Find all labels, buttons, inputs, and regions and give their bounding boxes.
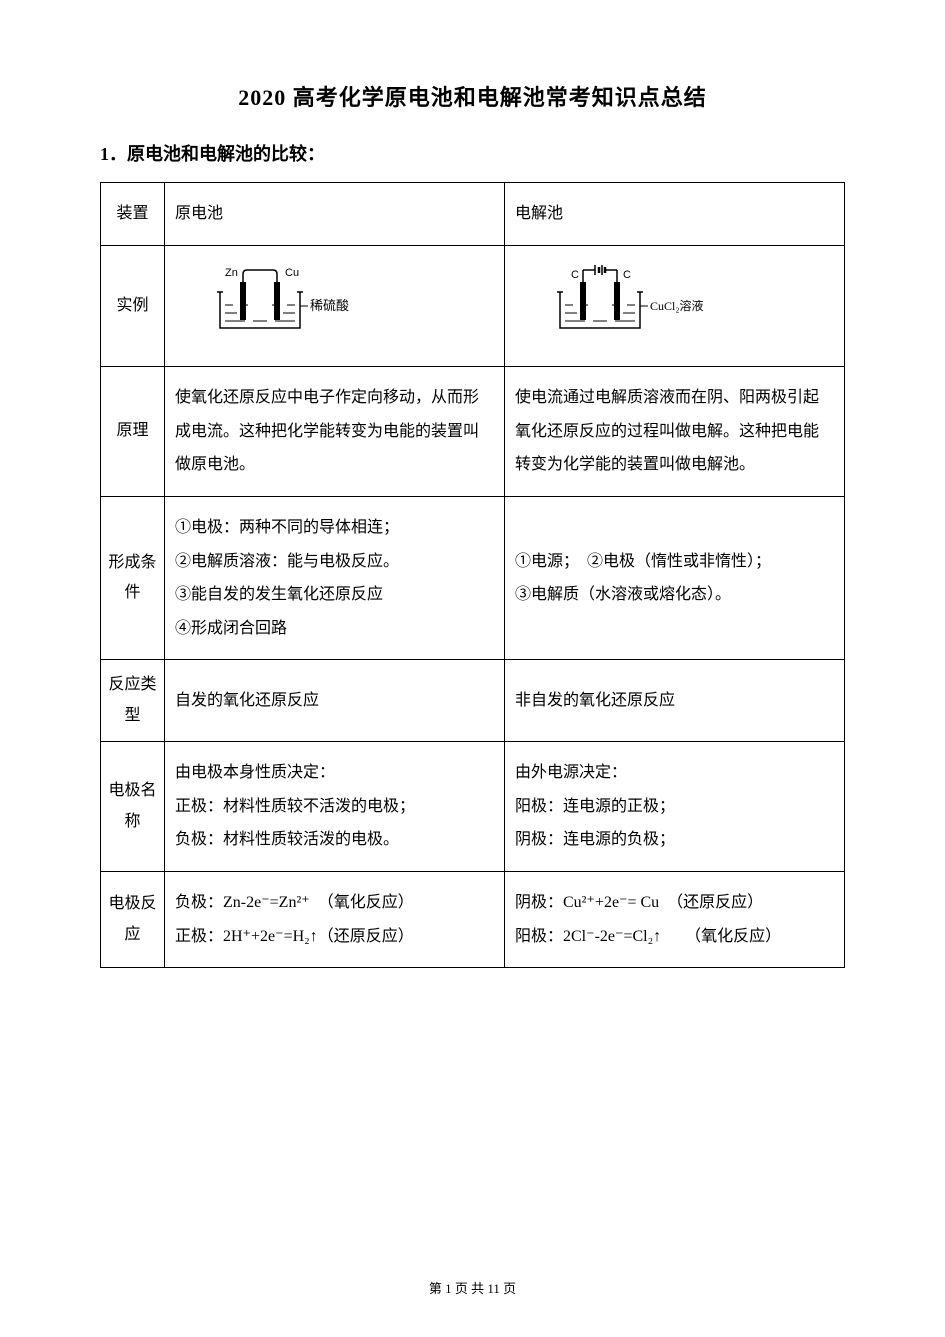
header-galvanic: 原电池: [165, 183, 505, 246]
label-reaction-type: 反应类型: [101, 660, 165, 742]
electrolytic-diagram-cell: C C CuCl₂溶液: [505, 245, 845, 367]
label-electrode-name: 电极名称: [101, 742, 165, 872]
page-footer: 第 1 页 共 11 页: [0, 1278, 945, 1297]
label-conditions: 形成条件: [101, 496, 165, 659]
table-row-reaction-type: 反应类型 自发的氧化还原反应 非自发的氧化还原反应: [101, 660, 845, 742]
reaction-type-galvanic: 自发的氧化还原反应: [165, 660, 505, 742]
comparison-table: 装置 原电池 电解池 实例: [100, 182, 845, 968]
electrolytic-cell-diagram: C C CuCl₂溶液: [515, 260, 735, 340]
label-principle: 原理: [101, 367, 165, 497]
cu-label: Cu: [285, 267, 299, 279]
electrode-reaction-electrolytic: 阴极：Cu²⁺+2e⁻= Cu （还原反应）阳极：2Cl⁻-2e⁻=Cl₂↑ （…: [505, 871, 845, 967]
footer-middle: 页 共: [452, 1281, 488, 1296]
electrode-name-galvanic: 由电极本身性质决定：正极：材料性质较不活泼的电极；负极：材料性质较活泼的电极。: [165, 742, 505, 872]
header-device: 装置: [101, 183, 165, 246]
conditions-galvanic: ①电极：两种不同的导体相连；②电解质溶液：能与电极反应。③能自发的发生氧化还原反…: [165, 496, 505, 659]
zn-label: Zn: [225, 267, 238, 279]
header-electrolytic: 电解池: [505, 183, 845, 246]
conditions-electrolytic: ①电源； ②电极（惰性或非惰性）；③电解质（水溶液或熔化态）。: [505, 496, 845, 659]
table-row-electrode-name: 电极名称 由电极本身性质决定：正极：材料性质较不活泼的电极；负极：材料性质较活泼…: [101, 742, 845, 872]
c-left-label: C: [571, 269, 579, 281]
footer-total-pages: 11: [487, 1281, 500, 1296]
c-right-label: C: [623, 269, 631, 281]
electrode-reaction-galvanic: 负极：Zn-2e⁻=Zn²⁺ （氧化反应）正极：2H⁺+2e⁻=H₂↑（还原反应…: [165, 871, 505, 967]
electrode-name-electrolytic: 由外电源决定：阳极：连电源的正极；阴极：连电源的负极；: [505, 742, 845, 872]
table-row-principle: 原理 使氧化还原反应中电子作定向移动，从而形成电流。这种把化学能转变为电能的装置…: [101, 367, 845, 497]
galvanic-diagram-cell: Zn Cu 稀硫酸: [165, 245, 505, 367]
section-heading: 1．原电池和电解池的比较：: [100, 140, 845, 166]
reaction-type-electrolytic: 非自发的氧化还原反应: [505, 660, 845, 742]
galvanic-cell-diagram: Zn Cu 稀硫酸: [175, 260, 385, 340]
label-electrode-reaction: 电极反应: [101, 871, 165, 967]
principle-electrolytic: 使电流通过电解质溶液而在阴、阳两极引起氧化还原反应的过程叫做电解。这种把电能转变…: [505, 367, 845, 497]
label-example: 实例: [101, 245, 165, 367]
dilute-acid-label: 稀硫酸: [310, 298, 349, 313]
page-title: 2020 高考化学原电池和电解池常考知识点总结: [100, 80, 845, 112]
table-row-example: 实例: [101, 245, 845, 367]
table-header-row: 装置 原电池 电解池: [101, 183, 845, 246]
footer-suffix: 页: [500, 1281, 516, 1296]
cucl2-label: CuCl₂溶液: [650, 298, 704, 313]
table-row-conditions: 形成条件 ①电极：两种不同的导体相连；②电解质溶液：能与电极反应。③能自发的发生…: [101, 496, 845, 659]
table-row-electrode-reaction: 电极反应 负极：Zn-2e⁻=Zn²⁺ （氧化反应）正极：2H⁺+2e⁻=H₂↑…: [101, 871, 845, 967]
principle-galvanic: 使氧化还原反应中电子作定向移动，从而形成电流。这种把化学能转变为电能的装置叫做原…: [165, 367, 505, 497]
footer-prefix: 第: [429, 1281, 445, 1296]
